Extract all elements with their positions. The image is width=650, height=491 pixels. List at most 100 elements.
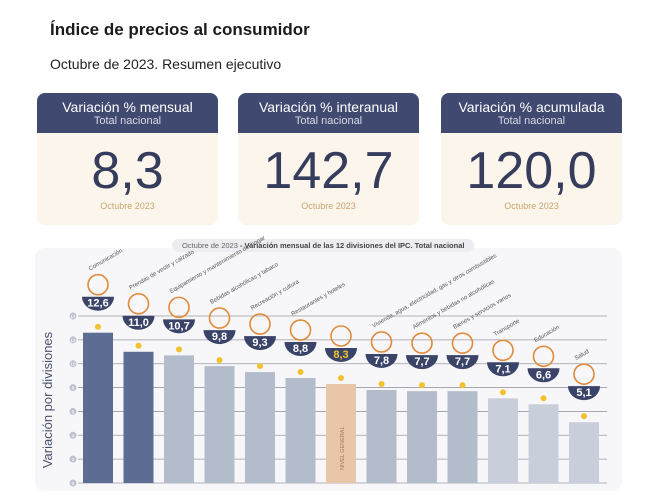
card-value: 8,3 <box>91 142 164 200</box>
category-icon <box>492 339 514 362</box>
category-label: Equipamiento y mantenimiento del hogar <box>169 235 266 295</box>
y-tick-label: 8 <box>72 386 75 391</box>
bar-1 <box>123 351 154 483</box>
value-label: 7,8 <box>374 355 389 367</box>
card-title: Variación % mensual <box>62 99 193 115</box>
category-icon <box>249 313 271 335</box>
bar-dot <box>540 395 547 402</box>
value-label: 8,3 <box>333 349 348 361</box>
value-badge <box>406 355 438 370</box>
value-badge <box>365 353 398 368</box>
category-icon <box>87 273 109 296</box>
chart-title-date: Octubre de 2023 <box>182 241 238 250</box>
value-badge <box>244 336 276 351</box>
card-period: Octubre 2023 <box>100 201 155 211</box>
y-tick-label: 14 <box>70 314 76 319</box>
card-scope: Total nacional <box>497 115 566 127</box>
value-label: 9,8 <box>212 331 227 343</box>
category-icon <box>168 296 190 319</box>
category-icon <box>532 345 555 368</box>
bar-dot <box>378 380 385 387</box>
value-label: 8,8 <box>293 343 308 355</box>
y-axis-label: Variación por divisiones <box>40 331 55 468</box>
bar-dot <box>95 323 101 330</box>
value-label: 7,1 <box>495 363 510 375</box>
category-label: Restaurantes y hoteles <box>291 282 347 318</box>
value-badge <box>284 342 317 357</box>
card-value: 142,7 <box>263 142 394 200</box>
bar-9 <box>447 391 478 483</box>
bar-11 <box>528 404 559 483</box>
category-icon <box>127 292 150 315</box>
bar-dot <box>419 382 425 389</box>
bar-dot <box>297 369 304 376</box>
y-tick-label: 2 <box>72 457 75 462</box>
card-title: Variación % acumulada <box>458 99 605 115</box>
y-tick-dot <box>69 360 77 368</box>
card-period: Octubre 2023 <box>301 201 356 211</box>
y-tick-dot <box>69 431 77 439</box>
card-monthly: Variación % mensual Total nacional 8,3 Oc… <box>37 93 218 225</box>
value-label: 5,1 <box>576 387 591 399</box>
y-tick-label: 12 <box>70 338 76 343</box>
bar-12 <box>569 422 599 483</box>
bar-dot <box>135 342 142 349</box>
value-badge <box>82 296 114 311</box>
category-icon <box>411 332 433 354</box>
value-badge <box>568 386 600 401</box>
bar-dot <box>338 374 344 381</box>
chart-title-text: - Variación mensual de las 12 divisiones… <box>237 241 465 250</box>
card-value: 120,0 <box>466 142 597 200</box>
card-scope: Total nacional <box>93 115 162 127</box>
bar-dot <box>581 413 587 420</box>
bar-8 <box>407 391 437 483</box>
bar-4 <box>245 372 275 483</box>
bar-7 <box>366 389 397 483</box>
bar-0 <box>83 332 113 483</box>
y-tick-dot <box>69 312 77 320</box>
category-label: Comunicación <box>88 248 124 272</box>
card-period: Octubre 2023 <box>504 201 559 211</box>
y-tick-label: 6 <box>72 409 75 414</box>
value-badge <box>122 315 155 330</box>
page-subtitle: Octubre de 2023. Resumen ejecutivo <box>50 56 282 72</box>
bar-3 <box>204 366 235 483</box>
category-icon <box>289 319 312 341</box>
card-scope: Total nacional <box>294 115 363 127</box>
bar-5 <box>285 378 316 483</box>
value-label: 7,7 <box>455 356 470 368</box>
category-label: Transporte <box>493 318 522 338</box>
value-label: 10,7 <box>168 320 189 332</box>
card-yearly: Variación % interanual Total nacional 142… <box>238 93 419 225</box>
value-label: 7,7 <box>414 356 429 368</box>
value-badge <box>203 330 236 345</box>
category-label: Educación <box>534 325 561 344</box>
y-tick-dot <box>69 455 77 463</box>
category-icon <box>573 363 595 385</box>
nivel-general-label: NIVEL GENERAL <box>340 426 346 470</box>
y-tick-dot <box>69 479 77 487</box>
y-tick-dot <box>69 407 77 415</box>
value-label: 11,0 <box>128 317 149 329</box>
bar-2 <box>164 355 194 483</box>
category-icon <box>208 307 231 329</box>
value-badge <box>446 355 479 370</box>
value-label: 9,3 <box>252 337 267 349</box>
card-accumulated: Variación % acumulada Total nacional 120,… <box>441 93 622 225</box>
bar-dot <box>257 363 263 370</box>
category-label: Alimentos y bebidas no alcohólicas <box>412 279 496 331</box>
category-icon <box>451 332 474 354</box>
category-label: Salud <box>574 349 590 362</box>
card-title: Variación % interanual <box>258 99 399 115</box>
bar-dot <box>176 346 182 353</box>
bar-dot <box>500 389 506 396</box>
chart-title: Octubre de 2023 - Variación mensual de l… <box>172 239 475 252</box>
bar-dot <box>216 357 223 364</box>
value-badge <box>527 368 560 383</box>
y-tick-dot <box>69 384 77 392</box>
value-badge <box>487 362 519 377</box>
value-badge <box>163 319 195 334</box>
category-icon <box>330 325 352 347</box>
value-badge <box>325 347 357 362</box>
